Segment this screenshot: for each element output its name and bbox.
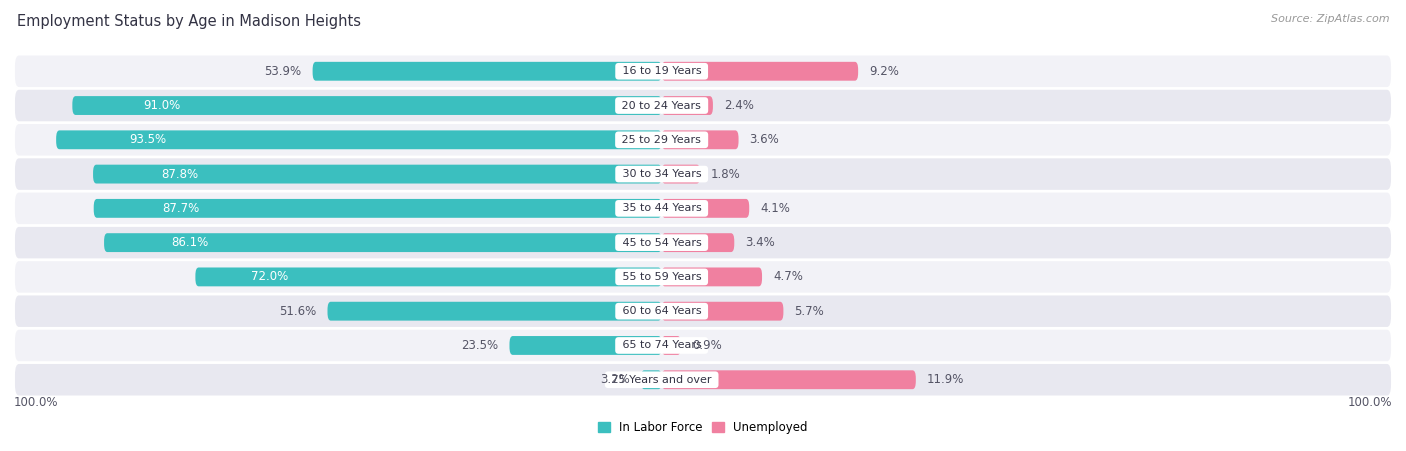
Text: 72.0%: 72.0% [252, 271, 288, 283]
FancyBboxPatch shape [14, 295, 1392, 328]
Text: 51.6%: 51.6% [280, 305, 316, 318]
FancyBboxPatch shape [14, 55, 1392, 88]
Text: 1.8%: 1.8% [711, 168, 741, 180]
Text: 3.2%: 3.2% [600, 373, 630, 386]
FancyBboxPatch shape [641, 370, 662, 389]
Text: Source: ZipAtlas.com: Source: ZipAtlas.com [1271, 14, 1389, 23]
Text: 2.4%: 2.4% [724, 99, 754, 112]
Text: 100.0%: 100.0% [14, 396, 59, 409]
FancyBboxPatch shape [662, 199, 749, 218]
Text: 25 to 29 Years: 25 to 29 Years [619, 135, 704, 145]
FancyBboxPatch shape [14, 260, 1392, 294]
Text: 16 to 19 Years: 16 to 19 Years [619, 66, 704, 76]
Text: Employment Status by Age in Madison Heights: Employment Status by Age in Madison Heig… [17, 14, 361, 28]
FancyBboxPatch shape [14, 89, 1392, 122]
Text: 45 to 54 Years: 45 to 54 Years [619, 238, 704, 248]
Text: 65 to 74 Years: 65 to 74 Years [619, 341, 704, 350]
FancyBboxPatch shape [14, 157, 1392, 191]
FancyBboxPatch shape [93, 165, 662, 184]
Text: 30 to 34 Years: 30 to 34 Years [619, 169, 704, 179]
Text: 3.6%: 3.6% [749, 133, 779, 146]
Text: 0.9%: 0.9% [692, 339, 721, 352]
Text: 93.5%: 93.5% [129, 133, 166, 146]
FancyBboxPatch shape [195, 267, 662, 286]
Text: 60 to 64 Years: 60 to 64 Years [619, 306, 704, 316]
Text: 5.7%: 5.7% [794, 305, 824, 318]
FancyBboxPatch shape [662, 302, 783, 321]
Text: 55 to 59 Years: 55 to 59 Years [619, 272, 704, 282]
Text: 75 Years and over: 75 Years and over [609, 375, 716, 385]
Text: 87.7%: 87.7% [162, 202, 200, 215]
FancyBboxPatch shape [94, 199, 662, 218]
Legend: In Labor Force, Unemployed: In Labor Force, Unemployed [593, 417, 813, 439]
FancyBboxPatch shape [56, 130, 662, 149]
FancyBboxPatch shape [662, 165, 700, 184]
FancyBboxPatch shape [14, 123, 1392, 156]
Text: 91.0%: 91.0% [143, 99, 180, 112]
FancyBboxPatch shape [662, 370, 915, 389]
FancyBboxPatch shape [662, 233, 734, 252]
FancyBboxPatch shape [662, 62, 858, 81]
Text: 11.9%: 11.9% [927, 373, 965, 386]
Text: 4.7%: 4.7% [773, 271, 803, 283]
FancyBboxPatch shape [662, 267, 762, 286]
FancyBboxPatch shape [14, 192, 1392, 225]
FancyBboxPatch shape [662, 336, 681, 355]
Text: 100.0%: 100.0% [1347, 396, 1392, 409]
Text: 9.2%: 9.2% [869, 65, 898, 78]
Text: 53.9%: 53.9% [264, 65, 301, 78]
FancyBboxPatch shape [312, 62, 662, 81]
FancyBboxPatch shape [14, 329, 1392, 362]
Text: 86.1%: 86.1% [172, 236, 208, 249]
FancyBboxPatch shape [104, 233, 662, 252]
Text: 3.4%: 3.4% [745, 236, 775, 249]
FancyBboxPatch shape [328, 302, 662, 321]
Text: 35 to 44 Years: 35 to 44 Years [619, 203, 704, 213]
Text: 4.1%: 4.1% [761, 202, 790, 215]
FancyBboxPatch shape [662, 130, 738, 149]
Text: 20 to 24 Years: 20 to 24 Years [619, 101, 704, 110]
Text: 23.5%: 23.5% [461, 339, 499, 352]
FancyBboxPatch shape [662, 96, 713, 115]
FancyBboxPatch shape [14, 363, 1392, 396]
FancyBboxPatch shape [72, 96, 662, 115]
FancyBboxPatch shape [509, 336, 662, 355]
FancyBboxPatch shape [14, 226, 1392, 259]
Text: 87.8%: 87.8% [162, 168, 198, 180]
